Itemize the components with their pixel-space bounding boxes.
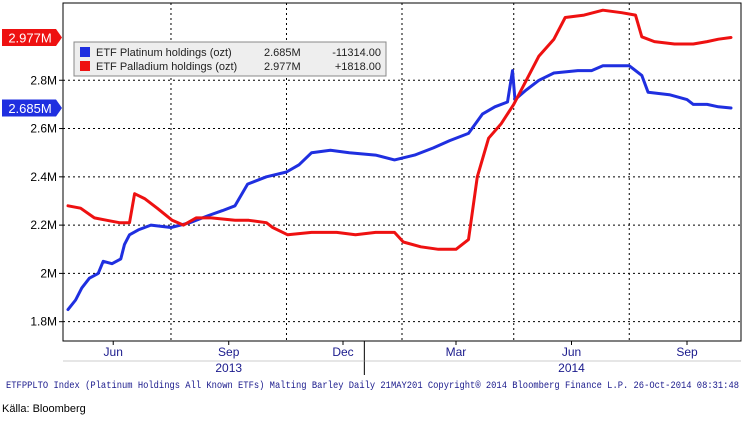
- y-tick-label: 2.4M: [30, 170, 57, 184]
- legend-series-name: ETF Palladium holdings (ozt): [96, 61, 237, 73]
- x-tick-label: Jun: [562, 345, 581, 359]
- y-tick-label: 2.6M: [30, 122, 57, 136]
- source-note: Källa: Bloomberg: [2, 403, 86, 415]
- legend-series-name: ETF Platinum holdings (ozt): [96, 47, 232, 59]
- last-value-tag: [2, 99, 62, 117]
- legend-box: [73, 41, 387, 77]
- y-tick-label: 1.8M: [30, 315, 57, 329]
- legend-value: 2.977M: [264, 61, 301, 73]
- last-value-label: 2.977M: [8, 31, 51, 46]
- legend-swatch: [80, 61, 90, 71]
- year-label: 2014: [558, 361, 585, 375]
- y-tick-label: 2.8M: [30, 73, 57, 87]
- legend-value: 2.685M: [264, 47, 301, 59]
- last-value-label: 2.685M: [8, 101, 51, 116]
- chart-footer: ETFPPLTO Index (Platinum Holdings All Kn…: [6, 380, 739, 392]
- x-tick-label: Jun: [104, 345, 123, 359]
- legend-change: +1818.00: [335, 61, 381, 73]
- legend-swatch: [80, 47, 90, 57]
- x-tick-label: Dec: [332, 345, 353, 359]
- x-tick-label: Sep: [676, 345, 698, 359]
- series-line-platinum: [66, 64, 733, 312]
- x-tick-label: Mar: [446, 345, 467, 359]
- series-line-palladium: [66, 8, 733, 251]
- legend-change: -11314.00: [332, 47, 381, 59]
- y-tick-label: 2M: [40, 266, 57, 280]
- x-tick-label: Sep: [218, 345, 240, 359]
- last-value-tag: [2, 29, 62, 47]
- year-label: 2013: [215, 361, 242, 375]
- y-tick-label: 2.2M: [30, 218, 57, 232]
